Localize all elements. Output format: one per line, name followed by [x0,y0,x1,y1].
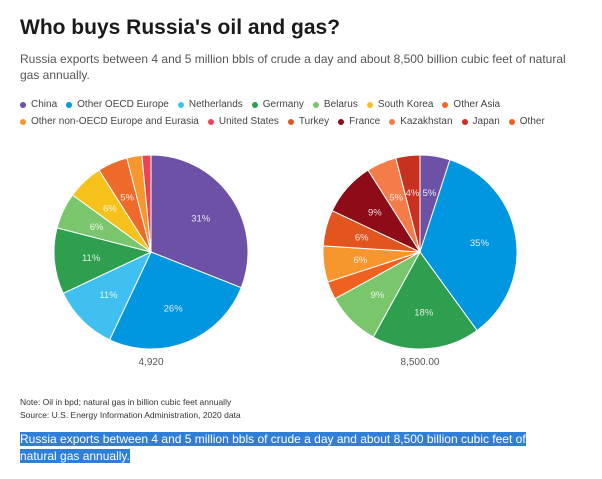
pie-slice [141,154,152,253]
legend-label: Netherlands [188,99,243,110]
slice-label: 18% [414,308,434,319]
legend-item: China [20,97,57,112]
legend-label: Kazakhstan [400,116,453,127]
slice-label: 6% [355,233,369,244]
legend-swatch [20,101,26,108]
pie-slice [419,159,518,332]
legend-swatch [366,101,373,108]
slice-label: 9% [371,290,385,301]
legend-label: Other Asia [453,99,501,110]
legend-swatch [389,118,396,125]
legend-swatch [461,118,468,125]
legend-label: China [31,99,58,110]
legend-label: United States [218,116,279,127]
pie-charts: 31%26%11%11%6%6%5%4,9205%35%18%9%6%6%9%5… [53,154,518,368]
legend-label: Other [519,116,545,127]
legend-item: Belarus [312,97,358,112]
slice-label: 11% [99,290,118,301]
selected-caption: Russia exports between 4 and 5 million b… [20,431,540,465]
pie-slice [62,250,153,341]
legend: China Other OECD Europe Netherlands Germany… [20,97,580,129]
chart-title: Who buys Russia's oil and gas? [20,16,341,39]
legend-item: Other OECD Europe [66,97,169,112]
slice-label: 5% [389,192,403,203]
legend-label: France [349,116,381,127]
notes: Note: Oil in bpd; natural gas in billion… [20,396,241,422]
pie-slice [372,251,478,350]
pie-slice [109,251,242,350]
legend-item: Other [508,114,545,129]
chart-subtitle: Russia exports between 4 and 5 million b… [20,52,566,82]
pie-slice [53,227,153,294]
legend-swatch [20,118,26,125]
legend-label: South Korea [377,99,434,110]
pie-slice [395,154,421,253]
legend-swatch [508,118,515,125]
legend-swatch [66,101,73,108]
legend-swatch [442,101,449,108]
slice-label: 35% [470,238,490,249]
slice-label: 5% [120,192,134,203]
legend-label: Other OECD Europe [77,99,169,110]
legend-item: United States [207,114,279,129]
slice-label: 11% [82,253,101,264]
pie-total-label: 8,500.00 [401,357,440,368]
slice-label: 26% [164,303,184,314]
slice-label: 4% [406,188,420,199]
legend-swatch [312,101,319,108]
legend-label: Japan [472,116,500,127]
legend-item: South Korea [366,97,434,112]
legend-label: Turkey [298,116,330,127]
slice-label: 9% [368,208,382,219]
caption-text: Russia exports between 4 and 5 million b… [20,432,526,463]
legend-label: Other non-OECD Europe and Eurasia [31,116,199,127]
legend-swatch [338,118,345,125]
source-text: Source: U.S. Energy Information Administ… [20,410,241,420]
legend-item: Germany [251,97,304,112]
legend-label: Germany [262,99,304,110]
legend-item: Netherlands [177,97,243,112]
pie-total-label: 4,920 [138,357,163,368]
note-text: Note: Oil in bpd; natural gas in billion… [20,397,232,407]
legend-label: Belarus [323,99,358,110]
pie-slice [150,154,249,289]
legend-item: Other non-OECD Europe and Eurasia [20,114,199,129]
legend-item: Turkey [287,114,330,129]
legend-item: France [338,114,380,129]
legend-item: Japan [461,114,500,129]
slice-label: 6% [90,222,104,233]
legend-item: Kazakhstan [389,114,453,129]
legend-swatch [207,118,214,125]
legend-swatch [287,118,294,125]
slice-label: 6% [353,255,367,266]
slice-label: 31% [191,214,211,225]
legend-item: Other Asia [442,97,500,112]
slice-label: 6% [103,204,117,215]
legend-swatch [251,101,258,108]
slice-label: 5% [423,188,437,199]
legend-swatch [177,101,184,108]
